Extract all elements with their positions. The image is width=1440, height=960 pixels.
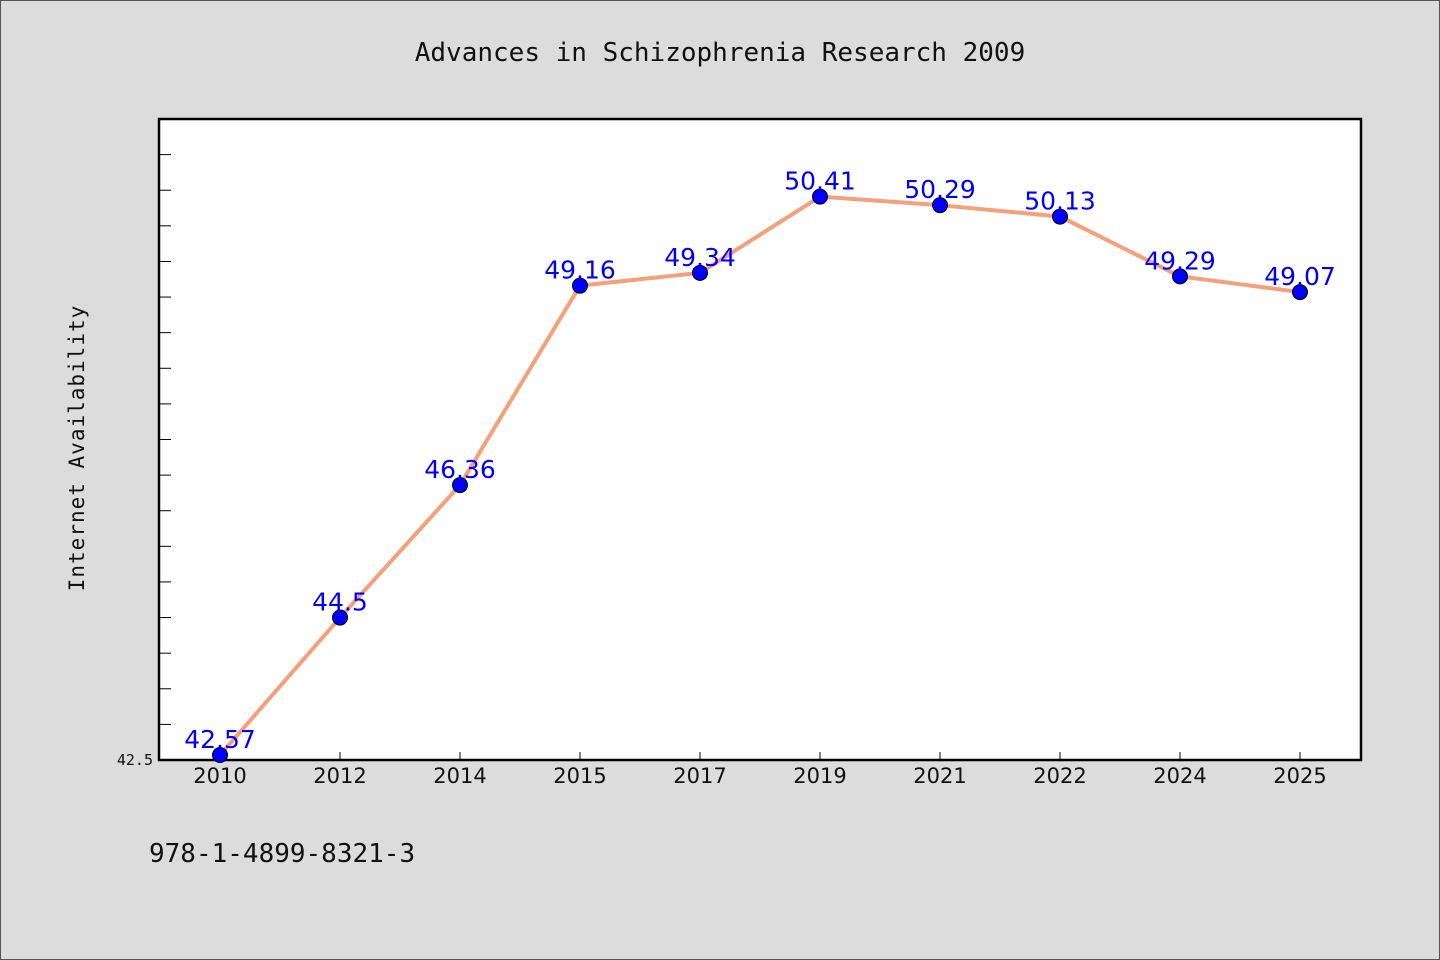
x-axis-ticks: 2010 2012 2014 2015 2017 2019 2021 2022 2024 2025 bbox=[193, 752, 1327, 788]
x-tick-label: 2024 bbox=[1153, 764, 1206, 788]
data-point bbox=[932, 197, 948, 214]
x-tick-label: 2022 bbox=[1033, 764, 1086, 788]
x-tick-label: 2012 bbox=[313, 764, 366, 788]
data-label: 50.29 bbox=[904, 175, 976, 204]
x-tick-label: 2017 bbox=[673, 764, 726, 788]
data-labels: 42.57 44.5 46.36 49.16 49.34 50.41 50.29 50.13 4… bbox=[184, 167, 1336, 754]
data-label: 42.57 bbox=[184, 725, 256, 754]
x-tick-label: 2014 bbox=[433, 764, 486, 788]
data-label: 46.36 bbox=[424, 455, 496, 484]
x-tick-label: 2019 bbox=[793, 764, 846, 788]
data-label: 49.07 bbox=[1264, 262, 1336, 291]
x-tick-label: 2010 bbox=[193, 764, 246, 788]
data-point bbox=[332, 609, 348, 626]
data-point bbox=[572, 277, 588, 294]
data-label: 50.13 bbox=[1024, 187, 1096, 216]
data-point bbox=[812, 188, 828, 205]
y-axis-label: Internet Availability bbox=[65, 305, 89, 592]
y-tick-label: 42.5 bbox=[117, 751, 153, 769]
data-point bbox=[212, 747, 228, 764]
series-line-group bbox=[218, 194, 1301, 757]
x-tick-label: 2015 bbox=[553, 764, 606, 788]
chart-title: Advances in Schizophrenia Research 2009 bbox=[415, 38, 1025, 68]
data-point bbox=[1292, 284, 1308, 301]
data-point bbox=[1172, 268, 1188, 285]
footnote-isbn: 978-1-4899-8321-3 bbox=[149, 839, 415, 869]
x-tick-label: 2021 bbox=[913, 764, 966, 788]
data-label: 44.5 bbox=[312, 588, 368, 617]
data-point bbox=[1052, 208, 1068, 225]
data-label: 50.41 bbox=[784, 167, 856, 196]
x-tick-label: 2025 bbox=[1273, 764, 1326, 788]
plot-area bbox=[157, 117, 1363, 762]
series-line bbox=[218, 194, 1301, 757]
data-label: 49.34 bbox=[664, 243, 736, 272]
data-point bbox=[452, 477, 468, 494]
data-label: 49.16 bbox=[544, 256, 616, 285]
y-axis-ticks: 42.5 bbox=[117, 154, 171, 769]
data-label: 49.29 bbox=[1144, 246, 1216, 275]
data-point bbox=[692, 264, 708, 281]
data-markers bbox=[212, 188, 1308, 764]
